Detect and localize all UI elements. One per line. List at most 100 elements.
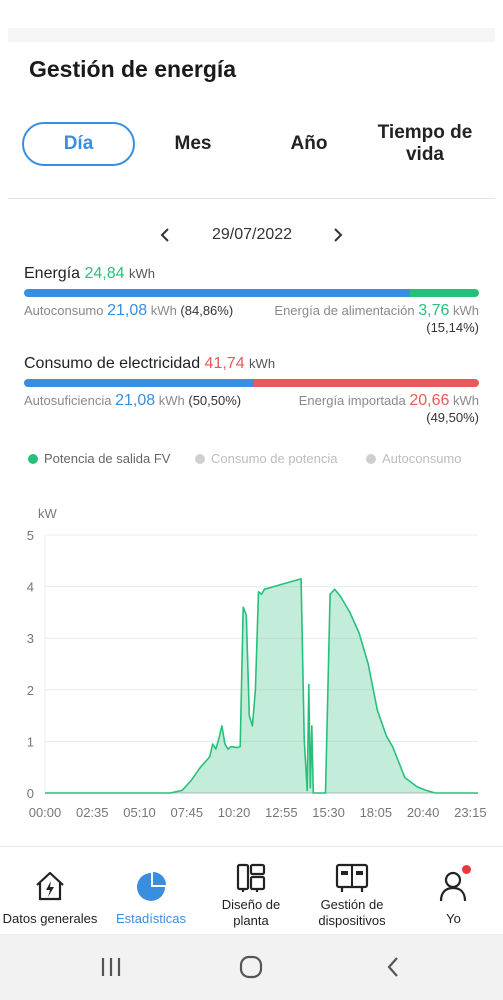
power-chart-svg: kW 0 1 2 3 4 5 00:00 02:35 05:10 07:45 10:20 12:55 15… <box>27 506 487 820</box>
energy-unit: kWh <box>129 266 155 281</box>
feed-in-label: Energía de alimentación <box>274 303 415 318</box>
y-tick-label: 1 <box>27 734 34 749</box>
energy-label: Energía <box>24 265 81 282</box>
x-tick-label: 15:30 <box>312 805 345 820</box>
energy-bar-feed-in <box>410 289 479 297</box>
bottom-navigation: Datos generales Estadísticas Diseño de p… <box>0 846 503 934</box>
x-tick-label: 18:05 <box>360 805 393 820</box>
imported-value: 20,66 <box>409 392 450 409</box>
nav-device-management-label: Gestión de dispositivos <box>318 897 386 928</box>
back-chevron-icon <box>387 957 398 977</box>
device-icon <box>335 861 369 893</box>
nav-plant-layout-label: Diseño de planta <box>221 897 281 928</box>
imported-unit: kWh <box>453 393 479 408</box>
legend-dot-consumption <box>195 453 205 464</box>
chart-legend: Potencia de salida FV Consumo de potenci… <box>0 451 503 471</box>
chevron-left-icon <box>160 228 169 242</box>
nav-device-management[interactable]: Gestión de dispositivos <box>300 847 404 935</box>
x-tick-label: 23:15 <box>454 805 487 820</box>
energy-value: 24,84 <box>84 265 125 282</box>
next-day-button[interactable] <box>327 224 349 246</box>
consumption-label: Consumo de electricidad <box>24 355 201 372</box>
recent-apps-button[interactable] <box>96 954 126 980</box>
y-tick-label: 5 <box>27 528 34 543</box>
x-tick-label: 12:55 <box>265 805 298 820</box>
home-bolt-icon <box>33 863 67 903</box>
self-consumption-stat: Autoconsumo 21,08 kWh (84,86%) <box>24 302 233 320</box>
tab-day[interactable]: Día <box>22 122 135 166</box>
pie-chart-icon <box>134 863 168 903</box>
x-tick-label: 00:00 <box>29 805 62 820</box>
nav-overview[interactable]: Datos generales <box>0 847 100 935</box>
y-tick-label: 3 <box>27 631 34 646</box>
feed-in-pct: (15,14%) <box>426 320 479 335</box>
power-chart[interactable]: kW 0 1 2 3 4 5 00:00 02:35 05:10 07:45 10:20 12:55 15… <box>0 500 503 830</box>
consumption-bar <box>24 379 479 387</box>
series-line-0 <box>45 578 478 794</box>
nav-statistics-label: Estadísticas <box>115 911 187 926</box>
self-consumption-unit: kWh <box>150 303 177 318</box>
tab-month-label: Mes <box>174 133 212 154</box>
tab-year-label: Año <box>290 133 328 154</box>
imported-pct: (49,50%) <box>426 410 479 425</box>
nav-statistics[interactable]: Estadísticas <box>100 847 202 935</box>
legend-power-consumption[interactable]: Consumo de potencia <box>195 451 337 466</box>
legend-dot-self <box>366 453 376 464</box>
date-value[interactable]: 29/07/2022 <box>211 226 293 243</box>
previous-day-button[interactable] <box>154 224 176 246</box>
home-button[interactable] <box>236 954 266 980</box>
series-area-0 <box>45 578 478 793</box>
x-tick-label: 10:20 <box>218 805 251 820</box>
energy-bar-self-consumption <box>24 289 411 297</box>
self-sufficiency-label: Autosuficiencia <box>24 393 112 408</box>
self-consumption-pct: (84,86%) <box>180 303 234 318</box>
x-tick-label: 07:45 <box>171 805 204 820</box>
feed-in-stat: Energía de alimentación 3,76 kWh (15,14%… <box>274 302 479 335</box>
imported-label: Energía importada <box>298 393 406 408</box>
recent-apps-icon <box>101 958 121 976</box>
feed-in-value: 3,76 <box>418 302 450 319</box>
nav-plant-layout[interactable]: Diseño de planta <box>202 847 300 935</box>
consumption-bar-imported <box>253 379 479 387</box>
date-selector: 29/07/2022 <box>0 220 503 250</box>
back-button[interactable] <box>378 954 408 980</box>
consumption-unit: kWh <box>249 356 276 371</box>
top-band-strip <box>8 28 495 42</box>
self-sufficiency-value: 21,08 <box>115 392 156 409</box>
tab-year[interactable]: Año <box>266 122 352 166</box>
energy-summary: Energía 24,84 kWh <box>24 265 155 283</box>
user-icon <box>437 863 471 903</box>
layout-icon <box>236 861 266 893</box>
legend-pv-output[interactable]: Potencia de salida FV <box>28 451 170 466</box>
feed-in-unit: kWh <box>453 303 479 318</box>
top-band <box>0 0 503 42</box>
y-tick-label: 4 <box>27 580 34 595</box>
self-consumption-value: 21,08 <box>107 302 148 319</box>
consumption-bar-self-sufficiency <box>24 379 254 387</box>
consumption-summary: Consumo de electricidad 41,74 kWh <box>24 355 275 373</box>
y-tick-label: 2 <box>27 683 34 698</box>
divider <box>8 198 495 199</box>
system-navigation-bar <box>0 934 503 1000</box>
page-title: Gestión de energía <box>29 56 237 82</box>
nav-me-label: Yo <box>446 911 461 926</box>
legend-consumption-label: Consumo de potencia <box>211 451 338 466</box>
legend-pv-label: Potencia de salida FV <box>44 451 171 466</box>
consumption-value: 41,74 <box>204 355 245 372</box>
tab-month[interactable]: Mes <box>150 122 236 166</box>
tab-lifetime[interactable]: Tiempo de vida <box>370 122 480 166</box>
legend-dot-pv <box>28 453 38 464</box>
x-tick-label: 05:10 <box>123 805 156 820</box>
y-tick-label: 0 <box>27 786 34 801</box>
energy-bar <box>24 289 479 297</box>
legend-self-consumption[interactable]: Autoconsumo <box>366 451 462 466</box>
home-circle-icon <box>239 955 263 979</box>
self-sufficiency-unit: kWh <box>158 393 185 408</box>
chevron-right-icon <box>334 228 343 242</box>
nav-me[interactable]: Yo <box>404 847 503 935</box>
nav-overview-label: Datos generales <box>2 911 98 926</box>
self-sufficiency-pct: (50,50%) <box>188 393 242 408</box>
imported-stat: Energía importada 20,66 kWh (49,50%) <box>299 392 479 425</box>
self-consumption-label: Autoconsumo <box>24 303 104 318</box>
x-tick-label: 02:35 <box>76 805 109 820</box>
